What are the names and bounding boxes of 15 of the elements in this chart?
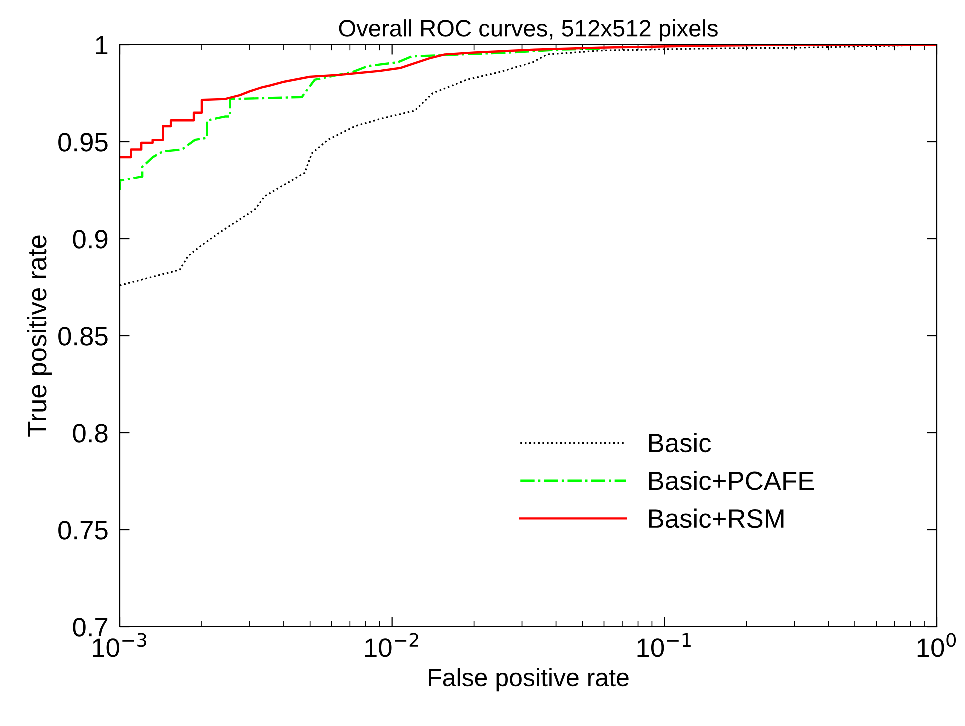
chart-title: Overall ROC curves, 512x512 pixels bbox=[339, 20, 718, 42]
x-tick-label: 10$^{0}$ bbox=[918, 633, 956, 658]
y-tick-label: 0.85 bbox=[58, 327, 108, 346]
x-axis-title: False positive rate bbox=[429, 668, 629, 692]
legend-label: Basic+PCAFE bbox=[649, 471, 814, 490]
y-axis-title: True positive rate bbox=[27, 236, 52, 437]
y-tick-label: 0.75 bbox=[58, 521, 108, 540]
x-tick-label: 10$^{−2}$ bbox=[365, 633, 418, 658]
y-tick-label: 0.8 bbox=[73, 424, 108, 443]
legend-label: Basic+RSM bbox=[649, 508, 784, 528]
y-tick-label: 1 bbox=[96, 36, 108, 55]
x-tick-label: 10$^{−1}$ bbox=[638, 633, 691, 658]
y-tick-label: 0.9 bbox=[73, 230, 108, 249]
legend-label: Basic bbox=[649, 433, 712, 453]
y-tick-label: 0.95 bbox=[58, 133, 108, 152]
